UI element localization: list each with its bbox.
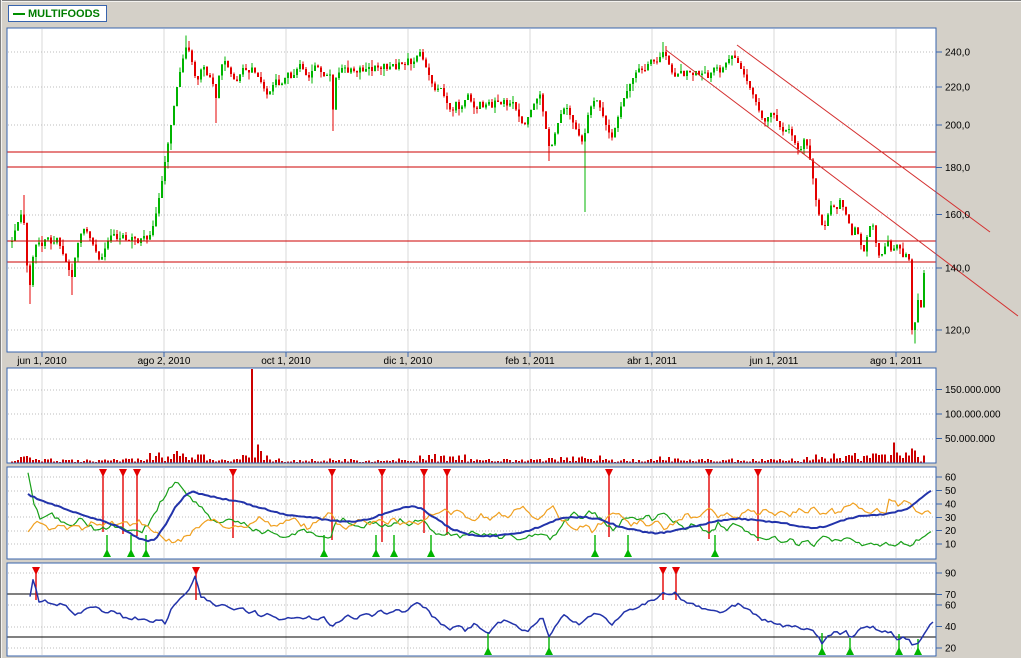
rsi-axis-label: 90 [945, 568, 957, 579]
volume-axis-label: 100.000.000 [945, 410, 1001, 421]
legend-label: MULTIFOODS [28, 8, 100, 20]
rsi-y-axis: 90 7060 40 20 [936, 568, 957, 654]
dmi-axis-label: 50 [945, 486, 957, 497]
rsi-axis-label: 40 [945, 622, 957, 633]
date-label: abr 1, 2011 [627, 356, 677, 367]
rsi-axis-label: 60 [945, 601, 957, 612]
price-y-axis: 240,0 220,0 200,0 180,0 160,0 140,0 120,0 [936, 48, 970, 337]
price-axis-label: 200,0 [945, 121, 970, 132]
volume-y-axis: 150.000.000 100.000.000 50.000.000 [936, 385, 1001, 445]
price-axis-label: 180,0 [945, 163, 970, 174]
dmi-axis-label: 10 [945, 540, 957, 551]
dmi-axis-label: 30 [945, 513, 957, 524]
date-label: ago 2, 2010 [138, 356, 191, 367]
volume-panel[interactable] [7, 368, 936, 463]
series-line-icon [13, 13, 25, 15]
date-label: jun 1, 2011 [749, 356, 799, 367]
date-axis: jun 1, 2010 ago 2, 2010 oct 1, 2010 dic 1, … [16, 352, 922, 367]
price-axis-label: 240,0 [945, 48, 970, 59]
chart-canvas[interactable]: 240,0 220,0 200,0 180,0 160,0 140,0 120,0 jun 1… [0, 0, 1021, 658]
price-axis-label: 160,0 [945, 210, 970, 221]
date-label: dic 1, 2010 [384, 356, 433, 367]
chart-window: 240,0 220,0 200,0 180,0 160,0 140,0 120,0 jun 1… [0, 0, 1021, 658]
date-label: ago 1, 2011 [870, 356, 923, 367]
rsi-axis-label: 20 [945, 644, 957, 655]
dmi-axis-label: 40 [945, 499, 957, 510]
dmi-axis-label: 20 [945, 526, 957, 537]
date-label: feb 1, 2011 [505, 356, 555, 367]
dmi-y-axis: 60 50 40 30 20 10 [936, 473, 957, 551]
volume-axis-label: 50.000.000 [945, 434, 995, 445]
price-axis-label: 120,0 [945, 325, 970, 336]
price-panel[interactable] [7, 28, 936, 352]
price-axis-label: 220,0 [945, 82, 970, 93]
price-axis-label: 140,0 [945, 264, 970, 275]
date-label: jun 1, 2010 [16, 356, 67, 367]
rsi-axis-label: 70 [945, 590, 957, 601]
volume-axis-label: 150.000.000 [945, 385, 1001, 396]
date-label: oct 1, 2010 [261, 356, 311, 367]
legend[interactable]: MULTIFOODS [8, 5, 107, 22]
dmi-axis-label: 60 [945, 473, 957, 484]
rsi-panel[interactable] [7, 563, 936, 656]
